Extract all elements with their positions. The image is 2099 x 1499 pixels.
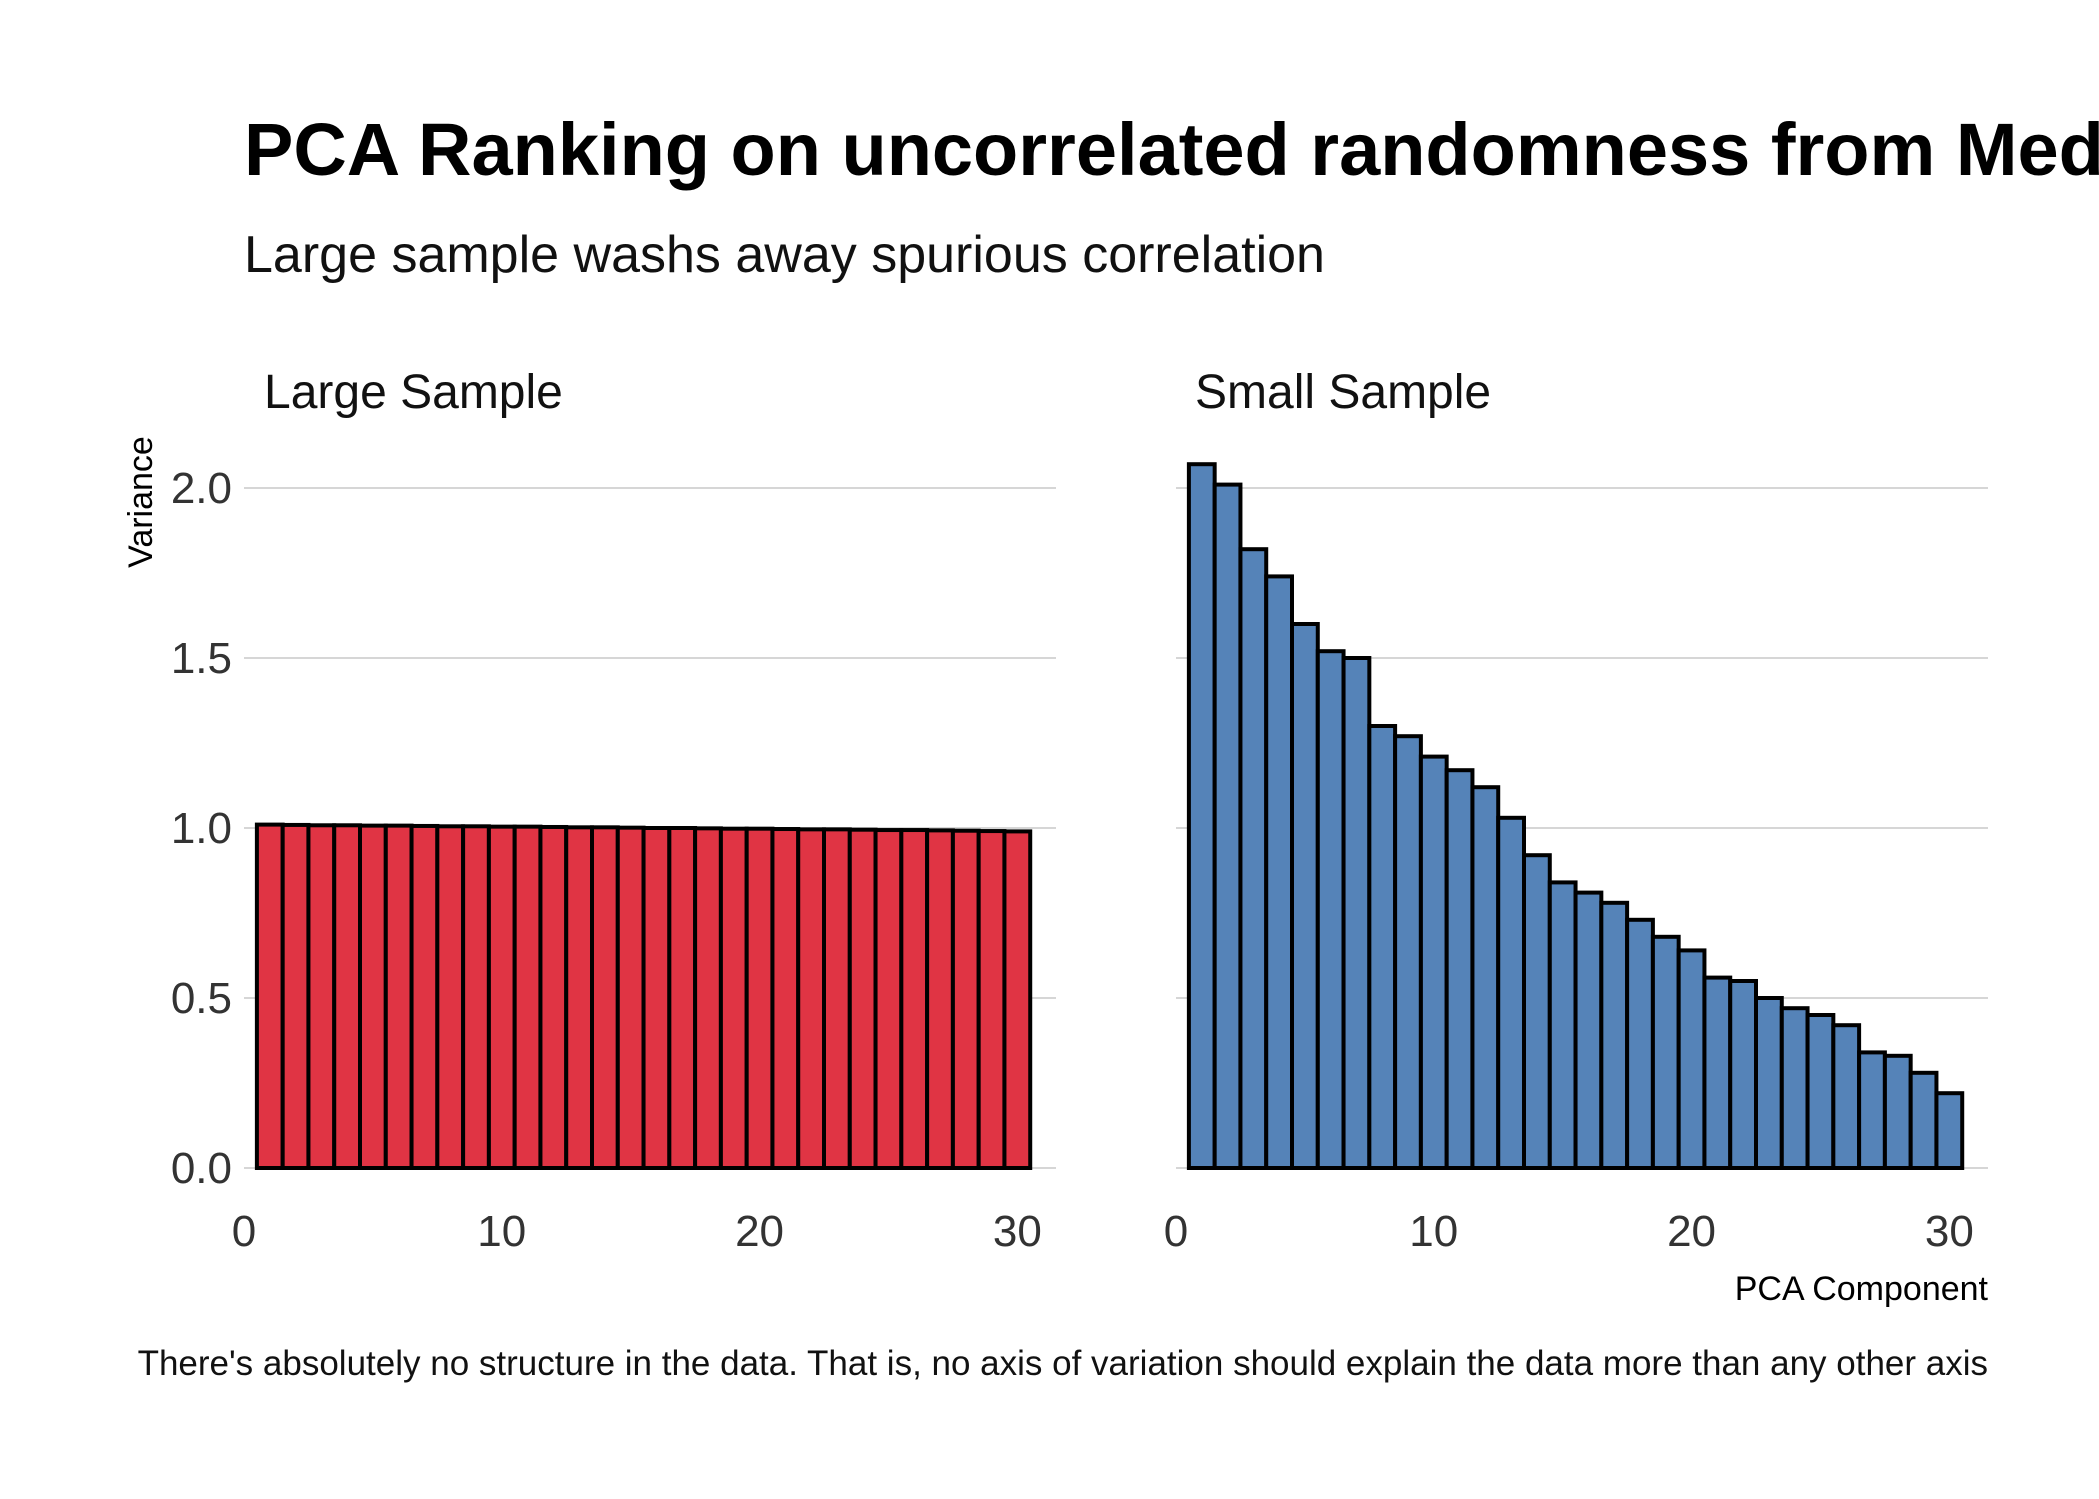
bar (796, 827, 827, 1170)
bar (1573, 890, 1604, 1170)
bar (1444, 768, 1475, 1170)
bar (1264, 574, 1294, 1170)
bar (1212, 482, 1243, 1171)
x-tick-label: 10 (477, 1207, 526, 1256)
bar (590, 825, 620, 1170)
chart-subtitle: Large sample washs away spurious correla… (244, 226, 1325, 284)
x-tick-label: 0 (1164, 1207, 1188, 1256)
x-axis-label: PCA Component (1735, 1270, 1989, 1308)
x-tick-label: 30 (1925, 1207, 1974, 1256)
bar (1676, 948, 1707, 1171)
bar (1186, 462, 1217, 1170)
x-tick-label: 30 (993, 1207, 1042, 1256)
bar (899, 828, 930, 1170)
bar (1857, 1050, 1887, 1171)
bar (435, 824, 466, 1170)
bar (1238, 547, 1269, 1170)
x-tick-label: 0 (232, 1207, 256, 1256)
bar (1934, 1091, 1965, 1170)
bar (1496, 815, 1526, 1170)
y-axis-label: Variance (122, 436, 160, 568)
y-tick-label: 2.0 (171, 464, 232, 513)
bar (1908, 1070, 1939, 1171)
bar (1290, 622, 1320, 1170)
y-tick-label: 1.0 (171, 804, 232, 853)
bar (486, 824, 517, 1170)
bar (564, 825, 595, 1170)
bar (693, 826, 723, 1171)
bar (1702, 975, 1733, 1170)
y-tick-label: 0.5 (171, 974, 232, 1023)
bar (1650, 934, 1681, 1170)
bar (770, 827, 801, 1171)
bar (1599, 900, 1630, 1170)
bar (383, 823, 414, 1170)
bar (1625, 917, 1655, 1170)
bar (822, 827, 852, 1170)
bar (461, 824, 491, 1170)
bar (950, 828, 981, 1170)
bar (847, 827, 878, 1170)
bar (1470, 785, 1501, 1170)
bar (976, 829, 1007, 1170)
bar (1367, 724, 1398, 1170)
bar (615, 825, 646, 1170)
panel-small-sample: Small Sample 0 10 20 30 (1164, 366, 1988, 1256)
chart-title: PCA Ranking on uncorrelated randomness f… (244, 108, 2099, 191)
bar (1728, 979, 1758, 1170)
bar (512, 824, 543, 1170)
bar (280, 822, 311, 1170)
bar (667, 826, 698, 1170)
bar (1805, 1013, 1836, 1170)
bar (1831, 1023, 1862, 1170)
panel-title: Small Sample (1195, 366, 1491, 419)
x-tick-label: 10 (1409, 1207, 1458, 1256)
bar (306, 823, 337, 1171)
bar (1315, 649, 1346, 1170)
bar (1547, 880, 1578, 1171)
bar (409, 823, 440, 1171)
bar (332, 823, 363, 1171)
y-tick-label: 0.0 (171, 1144, 232, 1193)
bar (538, 824, 569, 1170)
bar (641, 826, 672, 1170)
bar (1341, 656, 1372, 1170)
panel-title: Large Sample (264, 366, 563, 419)
bar (1002, 829, 1033, 1171)
bar (1779, 1006, 1810, 1171)
bar (873, 828, 904, 1170)
y-tick-label: 1.5 (171, 634, 232, 683)
x-tick-label: 20 (735, 1207, 784, 1256)
bar (254, 822, 285, 1170)
bar (1754, 996, 1784, 1170)
chart-caption: There's absolutely no structure in the d… (138, 1344, 1988, 1383)
bar (1393, 734, 1423, 1170)
bar (744, 826, 775, 1170)
x-tick-label: 20 (1667, 1207, 1716, 1256)
panel-large-sample: Large Sample 0.0 0.5 1.0 1.5 2.0 0 10 20 30 (171, 366, 1056, 1256)
bar (718, 826, 749, 1170)
bar (1522, 853, 1552, 1170)
bar (925, 828, 955, 1170)
bar (1418, 754, 1449, 1170)
bar (358, 823, 388, 1170)
bar (1882, 1053, 1913, 1171)
